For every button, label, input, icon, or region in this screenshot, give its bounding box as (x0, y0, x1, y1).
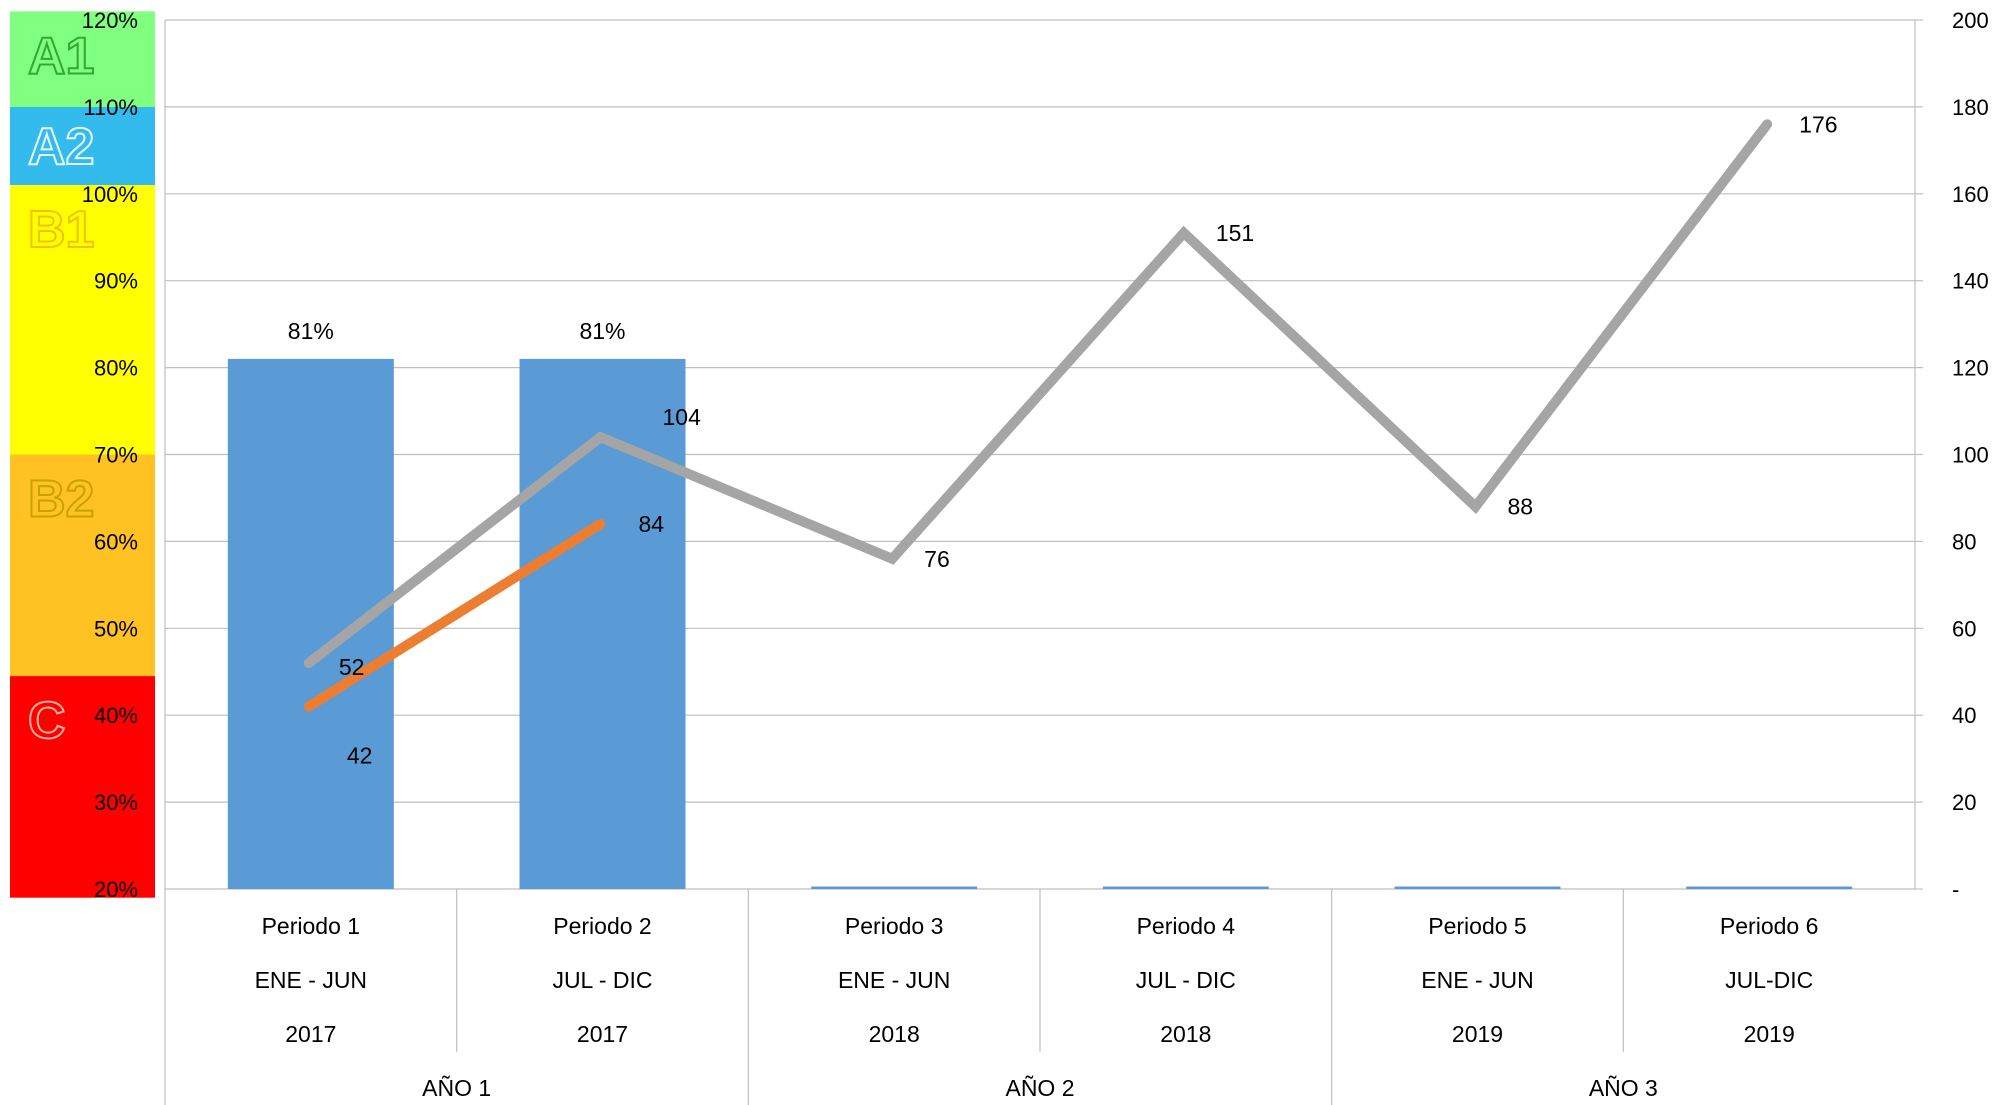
line-point (599, 436, 602, 439)
left-axis: 120% 110% 100% 90% 80% 70% 60% 50% 40% 30% 20% (82, 8, 138, 902)
line-point (307, 705, 310, 708)
right-tick-label: 40 (1952, 703, 1976, 728)
line-value-label: 176 (1799, 111, 1837, 137)
right-axis: 200 180 160 140 120 100 80 60 40 20 - (1915, 8, 1989, 902)
category-rango-label: ENE - JUN (838, 967, 950, 993)
category-axis: Periodo 1 ENE - JUN 2017 Periodo 2 JUL - DIC… (255, 889, 1818, 1105)
bar-series (227, 358, 1853, 889)
bar-value-label: 81% (288, 318, 334, 344)
band-b2 (10, 454, 155, 677)
right-tick-label: 60 (1952, 616, 1976, 641)
left-tick-label: 40% (94, 703, 138, 728)
line-series (303, 119, 1773, 712)
line-point (1766, 123, 1769, 126)
performance-bands: A1 A2 B1 B2 C (10, 11, 155, 898)
band-c (10, 676, 155, 898)
left-tick-label: 60% (94, 529, 138, 554)
line-series-2 (303, 519, 606, 712)
category-rango-label: JUL - DIC (1136, 967, 1236, 993)
left-tick-label: 70% (94, 443, 138, 468)
category-rango-label: JUL-DIC (1725, 967, 1813, 993)
line-point (307, 662, 310, 665)
year-group-label: AÑO 2 (1005, 1075, 1074, 1101)
line-point (599, 523, 602, 526)
line-value-label: 42 (347, 743, 373, 769)
category-rango-label: ENE - JUN (1421, 967, 1533, 993)
right-tick-label: 200 (1952, 8, 1989, 33)
category-periodo-label: Periodo 3 (845, 913, 943, 939)
category-periodo-label: Periodo 4 (1137, 913, 1236, 939)
line-value-label: 84 (639, 511, 665, 537)
band-label: B2 (28, 471, 94, 529)
left-tick-label: 100% (82, 182, 138, 207)
line-value-label: 76 (924, 546, 950, 572)
category-periodo-label: Periodo 6 (1720, 913, 1818, 939)
left-tick-label: 20% (94, 877, 138, 902)
year-group-label: AÑO 3 (1589, 1075, 1658, 1101)
bar (811, 886, 978, 889)
right-tick-label: 80 (1952, 529, 1976, 554)
category-periodo-label: Periodo 1 (262, 913, 360, 939)
left-tick-label: 50% (94, 616, 138, 641)
category-anio-label: 2019 (1452, 1021, 1503, 1047)
line-point (891, 557, 894, 560)
category-periodo-label: Periodo 5 (1428, 913, 1526, 939)
band-b1 (10, 185, 155, 455)
category-rango-label: ENE - JUN (255, 967, 367, 993)
band-label: C (28, 692, 66, 750)
left-tick-label: 90% (94, 269, 138, 294)
right-tick-label: - (1952, 877, 1959, 902)
line-series-1 (303, 119, 1773, 669)
line-value-label: 104 (663, 404, 702, 430)
band-a1 (10, 11, 155, 107)
category-anio-label: 2019 (1744, 1021, 1795, 1047)
left-tick-label: 80% (94, 356, 138, 381)
category-anio-label: 2017 (577, 1021, 628, 1047)
band-label: B1 (28, 201, 94, 259)
right-tick-label: 160 (1952, 182, 1989, 207)
category-periodo-label: Periodo 2 (553, 913, 651, 939)
line-value-label: 151 (1216, 220, 1254, 246)
right-tick-label: 100 (1952, 443, 1989, 468)
left-tick-label: 110% (83, 95, 138, 120)
data-labels: 81% 81% 52 104 76 151 88 176 42 84 (288, 111, 1838, 768)
bar (1394, 886, 1561, 889)
band-label: A2 (28, 118, 94, 176)
right-tick-label: 140 (1952, 269, 1989, 294)
category-anio-label: 2018 (1160, 1021, 1211, 1047)
bar (519, 358, 686, 889)
year-group-label: AÑO 1 (422, 1075, 491, 1101)
right-tick-label: 120 (1952, 356, 1989, 381)
left-tick-label: 120% (82, 8, 138, 33)
right-tick-label: 20 (1952, 790, 1976, 815)
line-point (1474, 505, 1477, 508)
bar (227, 358, 394, 889)
category-anio-label: 2018 (869, 1021, 920, 1047)
band-a2 (10, 106, 155, 186)
category-rango-label: JUL - DIC (552, 967, 652, 993)
bar-value-label: 81% (579, 318, 625, 344)
line-value-label: 52 (339, 654, 365, 680)
band-label: A1 (28, 27, 94, 85)
line-value-label: 88 (1508, 494, 1534, 520)
bar (1686, 886, 1853, 889)
bar (1102, 886, 1269, 889)
line-point (1182, 231, 1185, 234)
category-anio-label: 2017 (285, 1021, 336, 1047)
right-tick-label: 180 (1952, 95, 1989, 120)
left-tick-label: 30% (94, 790, 138, 815)
